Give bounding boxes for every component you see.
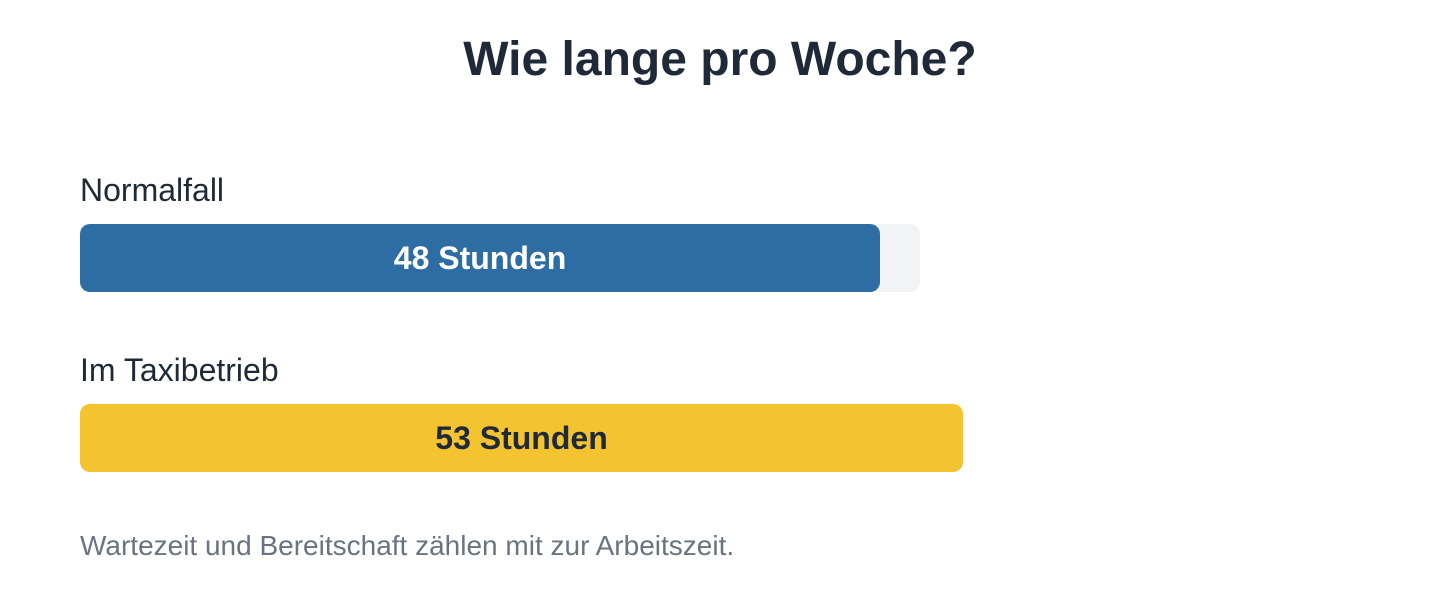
bar-label-taxibetrieb: Im Taxibetrieb bbox=[80, 352, 279, 388]
bar-label-normalfall: Normalfall bbox=[80, 172, 225, 208]
bar-taxibetrieb: 53 Stunden bbox=[80, 404, 963, 472]
bar-value-label-normalfall: 48 Stunden bbox=[393, 239, 567, 276]
page-title: Wie lange pro Woche? bbox=[463, 33, 977, 86]
bar-normalfall: 48 Stunden bbox=[80, 224, 880, 292]
footnote: Wartezeit und Bereitschaft zählen mit zu… bbox=[80, 530, 735, 561]
bar-value-label-taxibetrieb: 53 Stunden bbox=[435, 419, 608, 456]
